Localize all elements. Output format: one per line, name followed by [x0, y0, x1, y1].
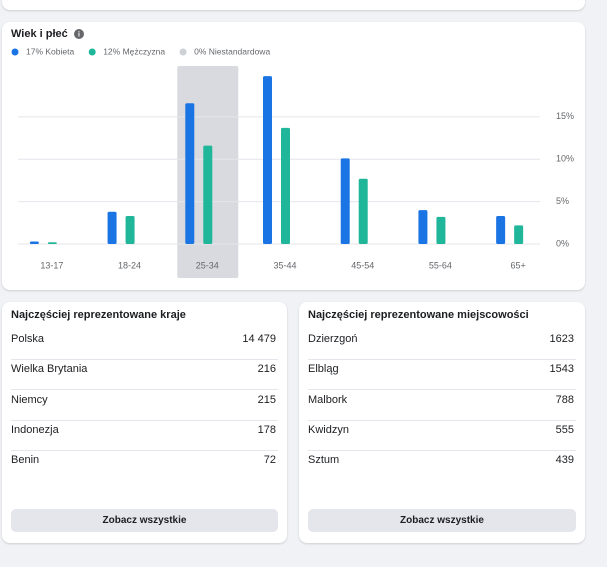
list-row: Indonezja 178	[11, 420, 278, 451]
bar	[358, 178, 368, 244]
bar	[436, 216, 446, 244]
see-all-button[interactable]: Zobacz wszystkie	[308, 509, 576, 532]
top-card	[2, 0, 585, 10]
row-label: Indonezja	[11, 423, 59, 436]
list-row: Malbork 788	[308, 390, 576, 421]
row-value: 178	[257, 423, 276, 436]
row-value: 788	[555, 393, 574, 406]
bar	[203, 145, 213, 244]
row-value: 1543	[549, 363, 574, 376]
legend-dot	[88, 48, 96, 56]
row-value: 72	[263, 454, 276, 467]
y-tick-label: 0%	[556, 238, 569, 248]
legend-label: 12% Mężczyzna	[103, 46, 165, 56]
chart: Wiek i płeć i 17% Kobieta 12% Mężczyzna 0%…	[11, 28, 574, 278]
row-label: Elbląg	[308, 363, 339, 376]
bar	[496, 216, 506, 244]
legend-dot	[11, 48, 19, 56]
row-value: 555	[555, 423, 574, 436]
list-row: Niemcy 215	[11, 390, 278, 421]
bar	[263, 76, 272, 244]
x-tick-label: 35-44	[273, 260, 296, 270]
info-icon[interactable]	[74, 29, 84, 39]
x-tick-label: 55-64	[429, 260, 452, 270]
bar	[418, 210, 428, 244]
x-tick-label: 65+	[511, 260, 526, 270]
row-label: Sztum	[308, 454, 340, 467]
row-value: 1623	[549, 333, 574, 345]
row-value: 439	[555, 454, 574, 467]
cities-card: Najczęściej reprezentowane miejscowości D…	[299, 302, 585, 543]
x-tick-label: 18-24	[118, 260, 141, 270]
y-tick-label: 5%	[556, 196, 569, 206]
see-all-button[interactable]: Zobacz wszystkie	[11, 509, 278, 532]
x-tick-label: 45-54	[351, 260, 374, 270]
row-label: Benin	[11, 454, 40, 467]
chart-title: Wiek i płeć	[11, 28, 68, 40]
list-row: Wielka Brytania 216	[11, 359, 278, 391]
row-label: Wielka Brytania	[11, 363, 88, 376]
row-label: Kwidzyn	[308, 423, 349, 436]
age-gender-card: Wiek i płeć i 17% Kobieta 12% Mężczyzna 0%…	[2, 22, 585, 290]
bar	[125, 216, 135, 244]
y-tick-label: 10%	[556, 154, 574, 164]
card-title: Najczęściej reprezentowane kraje	[11, 309, 186, 321]
bar	[107, 211, 117, 244]
x-tick-label: 25-34	[196, 260, 219, 270]
bar	[185, 103, 195, 245]
row-label: Malbork	[308, 393, 348, 406]
bar	[514, 225, 524, 244]
info-icon-glyph: i	[78, 31, 80, 38]
legend-label: 0% Niestandardowa	[194, 46, 270, 56]
bar	[47, 242, 57, 244]
list-row: Polska 14 479	[11, 329, 278, 360]
row-label: Dzierzgoń	[308, 333, 358, 345]
row-value: 14 479	[242, 333, 276, 345]
list-row: Elbląg 1543	[308, 359, 576, 391]
row-label: Polska	[11, 333, 45, 345]
legend-label: 17% Kobieta	[26, 46, 74, 56]
row-label: Niemcy	[11, 393, 48, 406]
list-row: Dzierzgoń 1623	[308, 329, 576, 360]
x-tick-label: 13-17	[40, 260, 63, 270]
list-row: Benin 72	[11, 450, 278, 480]
list-row: Kwidzyn 555	[308, 420, 576, 451]
countries-card: Najczęściej reprezentowane kraje Polska 14…	[2, 302, 287, 543]
bar	[340, 158, 350, 244]
bar	[29, 241, 39, 244]
bar	[281, 127, 290, 244]
legend-dot	[179, 48, 187, 56]
list-row: Sztum 439	[308, 450, 576, 480]
row-value: 216	[257, 363, 276, 376]
y-tick-label: 15%	[556, 111, 574, 121]
card-title: Najczęściej reprezentowane miejscowości	[308, 309, 529, 321]
row-value: 215	[257, 393, 276, 406]
